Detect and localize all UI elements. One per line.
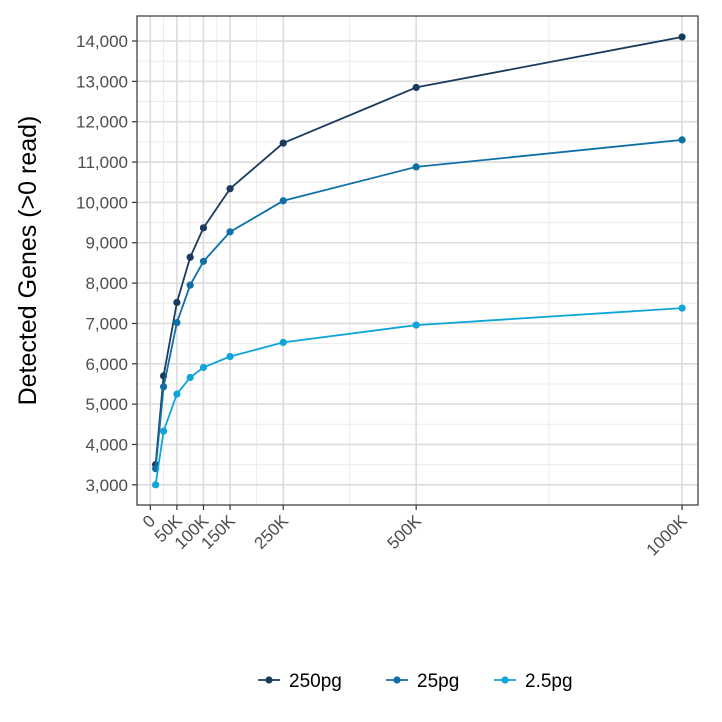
data-point-250pg <box>186 253 194 261</box>
data-point-2-5pg <box>186 373 194 382</box>
data-point-25pg <box>412 163 420 171</box>
legend: 250pg 25pg 2.5pg <box>258 671 573 692</box>
legend-key-point-250pg <box>265 676 273 684</box>
y-tick-label: 11,000 <box>77 153 128 172</box>
data-point-250pg <box>279 139 287 147</box>
y-axis-title: Detected Genes (>0 read) <box>14 116 42 406</box>
legend-label-25pg: 25pg <box>417 671 459 692</box>
data-point-25pg <box>226 228 234 236</box>
data-point-2-5pg <box>159 427 168 435</box>
y-tick-label: 10,000 <box>76 193 128 212</box>
x-tick-label: 250K <box>251 511 293 553</box>
data-point-2-5pg <box>678 304 686 312</box>
data-point-2-5pg <box>412 321 420 329</box>
plot-panel-border <box>136 15 699 506</box>
data-point-25pg <box>186 281 194 289</box>
y-tick-label: 6,000 <box>85 355 128 374</box>
x-tick-label: 500K <box>383 511 425 553</box>
legend-key-point-25pg <box>393 676 401 684</box>
y-tick-label: 7,000 <box>85 314 128 333</box>
data-point-25pg <box>199 257 208 265</box>
legend-label-250pg: 250pg <box>289 671 342 692</box>
series-line-25pg <box>154 139 683 469</box>
data-point-250pg <box>173 298 181 307</box>
y-tick-label: 3,000 <box>85 476 128 495</box>
y-tick-label: 8,000 <box>85 274 128 293</box>
grid <box>137 16 698 505</box>
data-point-250pg <box>199 224 208 232</box>
y-tick-label: 9,000 <box>85 234 128 253</box>
legend-label-2-5pg: 2.5pg <box>525 671 573 692</box>
legend-key-point-2-5pg <box>501 676 509 684</box>
y-tick-label: 13,000 <box>76 72 128 91</box>
data-point-250pg <box>226 185 234 193</box>
series-layer <box>152 33 686 489</box>
series-line-2-5pg <box>154 307 683 485</box>
data-point-2-5pg <box>199 363 208 372</box>
axes: 3,000 4,000 5,000 6,000 7,000 8,000 9,000 10,00… <box>76 32 691 560</box>
data-point-2-5pg <box>226 352 234 361</box>
data-point-25pg <box>678 136 686 144</box>
data-point-250pg <box>412 83 420 92</box>
y-tick-label: 5,000 <box>85 395 128 414</box>
data-point-25pg <box>173 319 181 327</box>
y-tick-label: 14,000 <box>76 32 128 51</box>
data-point-2-5pg <box>152 481 160 489</box>
data-point-25pg <box>279 197 287 205</box>
data-point-25pg <box>159 383 168 391</box>
data-point-2-5pg <box>279 338 287 347</box>
data-point-2-5pg <box>173 390 181 398</box>
y-tick-label: 12,000 <box>76 113 128 132</box>
x-tick-label: 1000K <box>643 511 692 560</box>
y-tick-label: 4,000 <box>85 435 128 454</box>
data-point-250pg <box>678 33 686 41</box>
